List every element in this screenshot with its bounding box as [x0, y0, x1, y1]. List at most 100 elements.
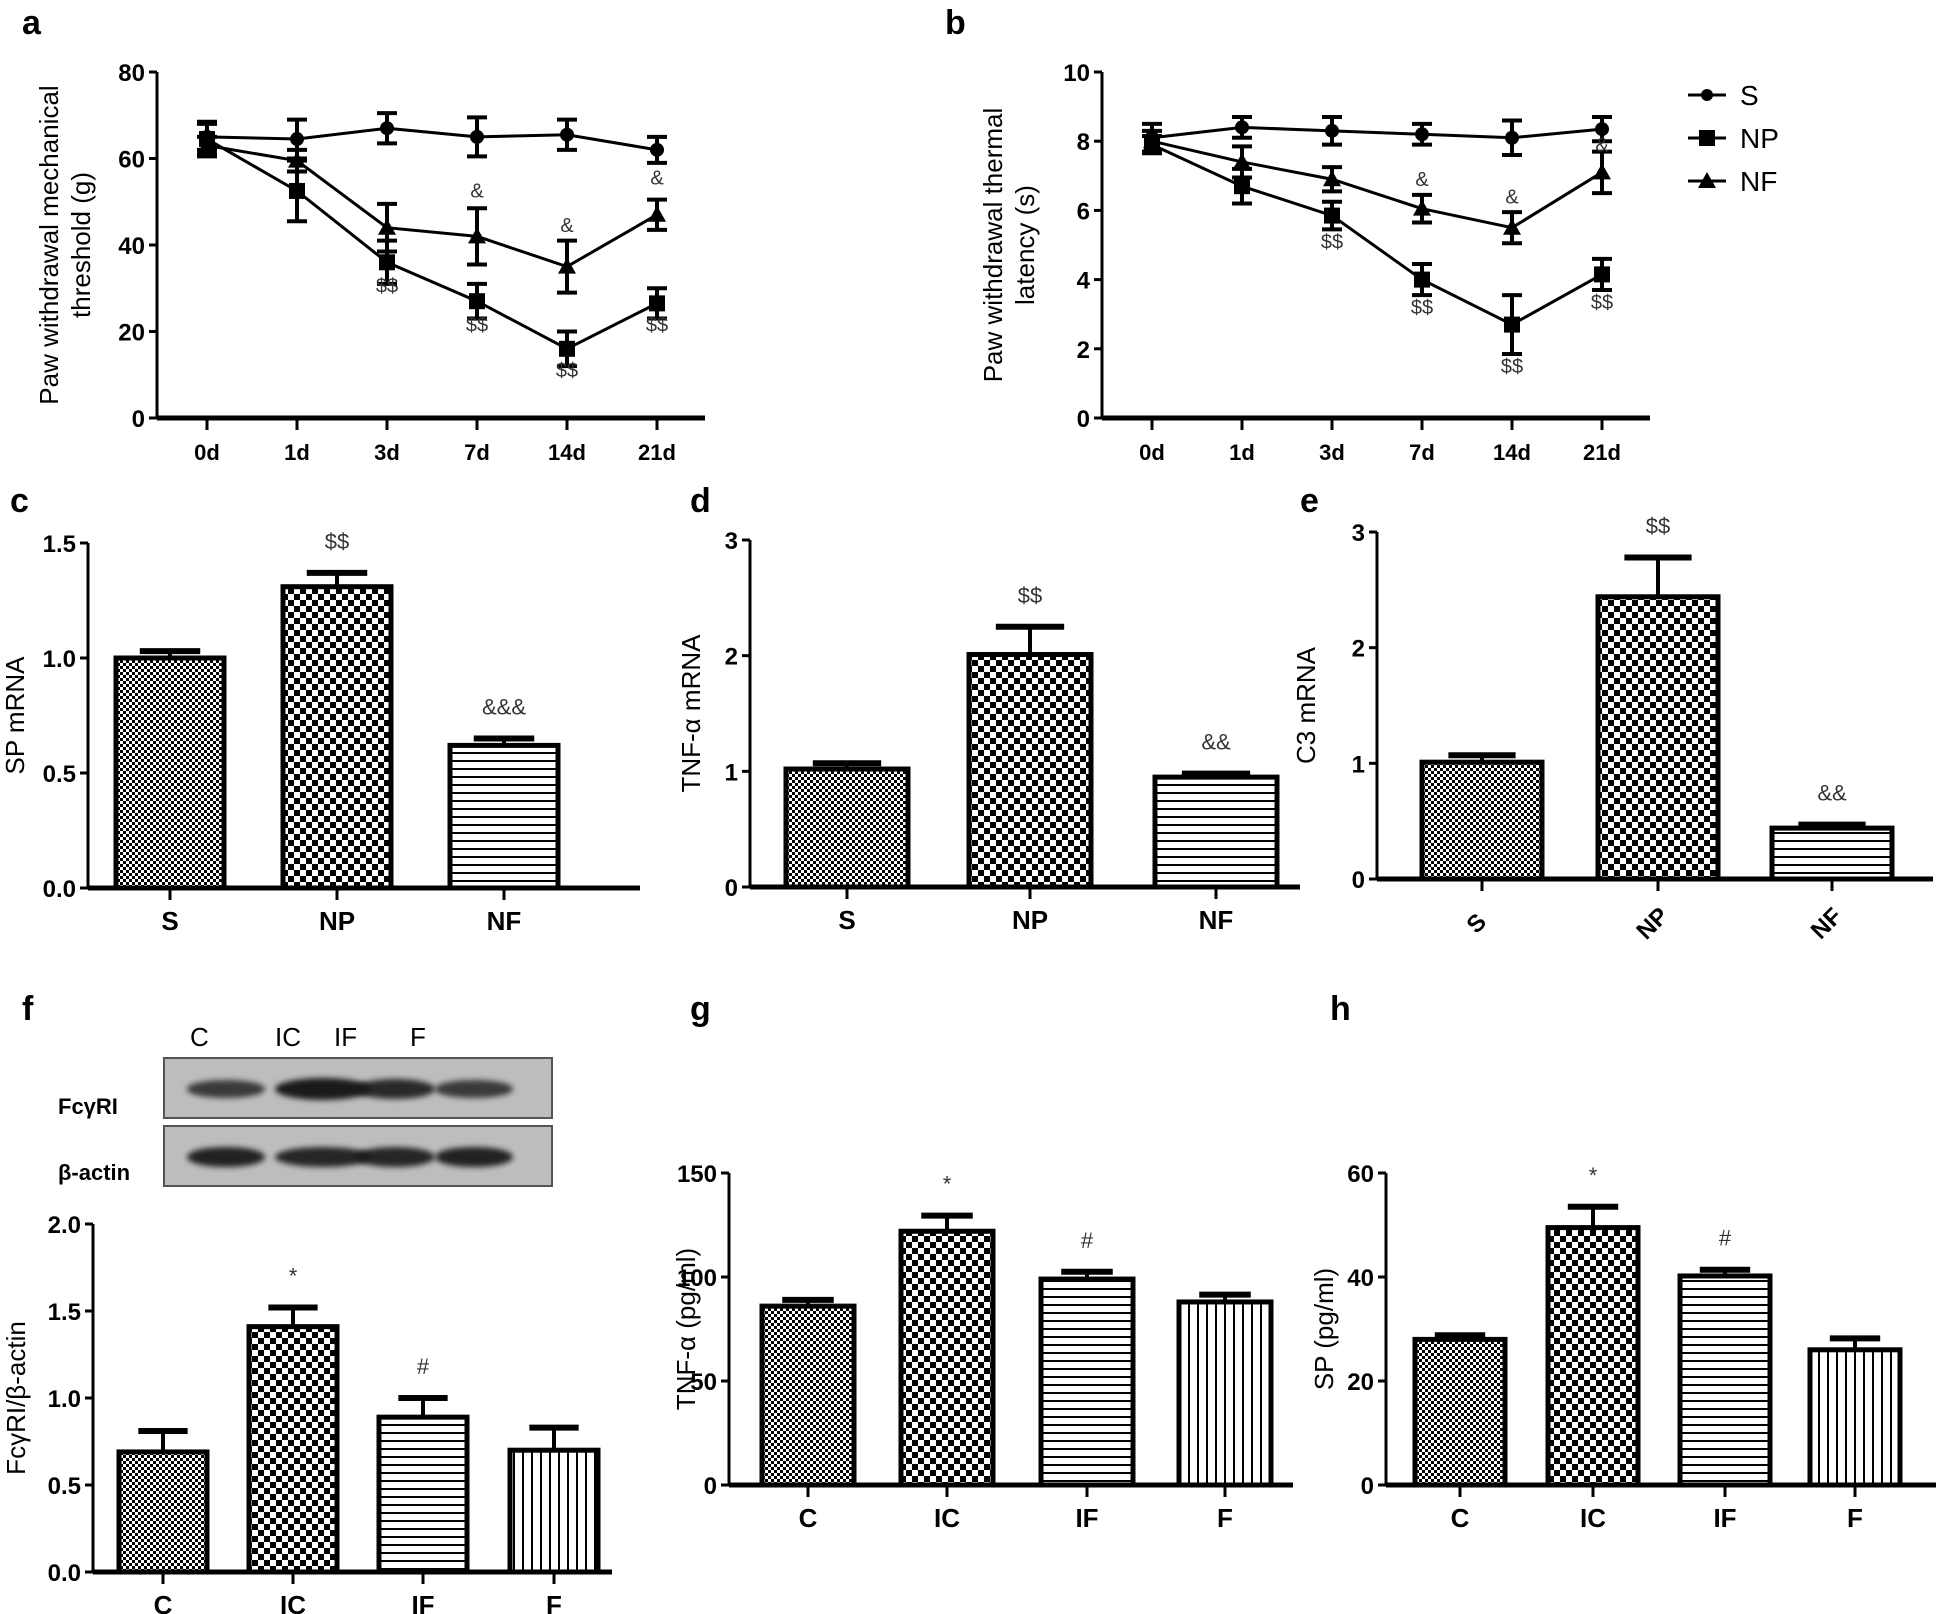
y-tick-label: 10 [1063, 60, 1090, 87]
significance-annotation: & [1415, 169, 1429, 191]
y-tick-label: 2 [1077, 337, 1090, 364]
y-tick-label: 6 [1077, 198, 1090, 225]
bar-s [1419, 759, 1545, 882]
blot-band [435, 1080, 513, 1098]
data-point-circle [1505, 130, 1519, 145]
x-tick-label: IC [1580, 1503, 1606, 1533]
bar-ic [246, 1324, 340, 1575]
x-tick-label: 21d [638, 440, 676, 465]
y-tick-label: 60 [118, 147, 145, 174]
bar-np [280, 584, 394, 891]
significance-annotation: $$ [556, 360, 578, 382]
bar-ic [1545, 1225, 1641, 1488]
x-tick-label: IC [280, 1590, 306, 1614]
bar-nf [1152, 774, 1280, 890]
significance-annotation: $$ [646, 315, 668, 337]
western-blot-image [163, 1057, 553, 1197]
legend-item-nf: NF [1688, 166, 1777, 197]
legend-marker-square [1699, 130, 1715, 146]
bar-f [1176, 1299, 1274, 1488]
blot-lane-label: F [410, 1022, 426, 1052]
bar-np [966, 652, 1094, 890]
blot-row-label-fcgri: FcγRI [58, 1094, 118, 1119]
y-axis-label: Paw withdrawal mechanical [34, 85, 64, 404]
x-tick-label: 21d [1583, 440, 1621, 465]
significance-annotation: & [560, 215, 574, 237]
series-line [206, 126, 658, 152]
x-tick-label: C [799, 1503, 818, 1533]
x-tick-label: 0d [194, 440, 220, 465]
y-tick-label: 0.5 [43, 761, 76, 788]
y-tick-label: 0.0 [43, 876, 76, 903]
x-tick-label: 3d [374, 440, 400, 465]
significance-annotation: $$ [1018, 583, 1042, 608]
data-point-square [1414, 271, 1430, 288]
blot-row-beta-actin [163, 1125, 553, 1187]
x-tick-label: NF [1199, 905, 1234, 935]
data-point-square [379, 254, 395, 271]
blot-band [187, 1080, 265, 1098]
chart-d: 0 1 2 3 TNF-α mRNA S NP $$ NF && [676, 528, 1300, 935]
x-tick-label: 14d [548, 440, 586, 465]
y-tick-label: 1.0 [43, 646, 76, 673]
y-axis-label: SP mRNA [0, 656, 30, 775]
x-tick-label: 0d [1139, 440, 1165, 465]
y-axis-label: Paw withdrawal thermal [978, 108, 1008, 383]
significance-annotation: & [1595, 135, 1609, 157]
significance-annotation: # [417, 1354, 430, 1379]
chart-f: 0.0 0.5 1.0 1.5 2.0 FcγRI/β-actin C IC * IF # F [1, 1212, 612, 1614]
data-point-circle [1595, 122, 1609, 137]
y-tick-label: 40 [118, 233, 145, 260]
chart-a: 0 20 40 60 80 Paw withdrawal mechanical thresh… [34, 60, 705, 465]
panel-letter-d: d [690, 482, 711, 520]
data-point-square [1504, 316, 1520, 333]
significance-annotation: $$ [1501, 356, 1523, 378]
significance-annotation: $$ [1646, 513, 1670, 538]
panel-letter-f: f [22, 990, 34, 1028]
blot-row-fcgri [163, 1057, 553, 1119]
y-tick-label: 0 [1352, 867, 1365, 894]
x-tick-label: NF [487, 906, 522, 936]
blot-lane-label: C [190, 1022, 209, 1052]
data-point-square [649, 295, 665, 312]
x-tick-label: NP [1631, 902, 1674, 945]
data-point-triangle [1233, 152, 1251, 169]
bar-s [783, 766, 911, 890]
x-tick-label: F [1217, 1503, 1233, 1533]
data-point-circle [560, 127, 574, 142]
y-tick-label: 3 [725, 528, 738, 555]
x-tick-label: F [1847, 1503, 1863, 1533]
significance-annotation: $$ [376, 276, 398, 298]
panel-letter-g: g [690, 990, 711, 1028]
x-tick-label: NF [1806, 903, 1848, 945]
y-tick-label: 20 [1347, 1369, 1374, 1396]
data-point-square [469, 293, 485, 310]
bar-s [113, 655, 227, 891]
chart-b: 0 2 4 6 8 10 Paw withdrawal thermal latency (s)… [978, 60, 1779, 465]
y-axis-label: C3 mRNA [1291, 646, 1321, 764]
bar-if [1677, 1273, 1773, 1488]
legend-label: NF [1740, 166, 1777, 197]
legend-marker-triangle [1698, 172, 1716, 188]
chart-g: 0 50 100 150 TNF-α (pg/ml) C IC * IF # F [671, 1161, 1293, 1533]
chart-c: 0.0 0.5 1.0 1.5 SP mRNA S NP $$ NF &&& [0, 529, 640, 936]
blot-band [355, 1146, 435, 1168]
y-axis-label: SP (pg/ml) [1309, 1268, 1339, 1390]
data-point-triangle [558, 257, 576, 274]
bar-c [1412, 1336, 1508, 1488]
x-tick-label: NP [1012, 905, 1048, 935]
y-axis-label: TNF-α mRNA [676, 634, 706, 793]
bar-f [507, 1447, 601, 1575]
series-nf [197, 134, 667, 295]
panel-letter-b: b [945, 4, 966, 42]
series-line [1151, 143, 1603, 327]
bar-f [1807, 1347, 1903, 1488]
significance-annotation: $$ [1591, 292, 1613, 314]
x-tick-label: 14d [1493, 440, 1531, 465]
data-point-triangle [1503, 218, 1521, 235]
chart-e: 0 1 2 3 C3 mRNA S NP $$ NF && [1291, 513, 1933, 945]
series-line [206, 144, 658, 269]
significance-annotation: $$ [1321, 231, 1343, 253]
blot-band [275, 1146, 371, 1168]
y-tick-label: 1.0 [48, 1386, 81, 1413]
